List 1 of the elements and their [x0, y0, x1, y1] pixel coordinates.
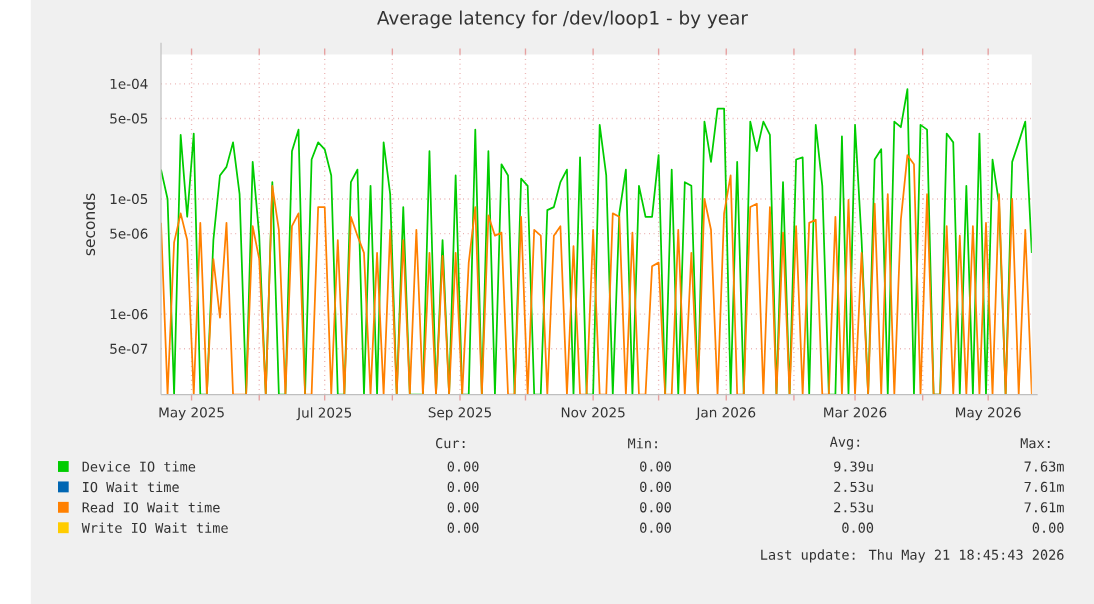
- chart-title: Average latency for /dev/loop1 - by year: [377, 10, 748, 29]
